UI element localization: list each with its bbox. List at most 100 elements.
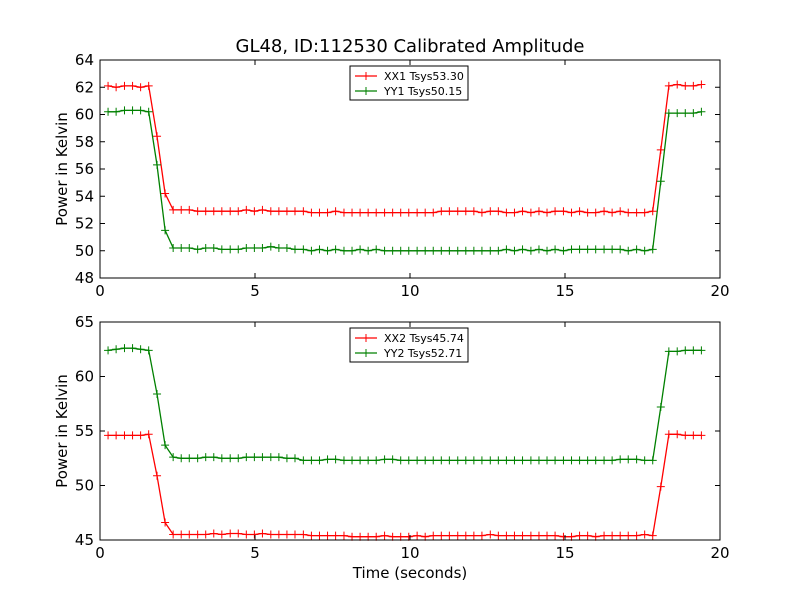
data-point [339, 246, 348, 255]
data-point [242, 205, 251, 214]
data-point [209, 244, 218, 253]
data-point [429, 208, 438, 217]
data-point [307, 246, 316, 255]
x-tick-label: 20 [710, 282, 729, 300]
data-point [681, 109, 690, 118]
x-tick-label: 5 [250, 282, 260, 300]
data-point [656, 403, 665, 412]
data-point [372, 245, 381, 254]
data-point [526, 246, 535, 255]
data-point [510, 456, 519, 465]
data-point [120, 431, 129, 440]
data-point [339, 531, 348, 540]
data-point [234, 207, 243, 216]
data-point [681, 81, 690, 90]
data-point [348, 208, 357, 217]
data-point [502, 245, 511, 254]
data-point [128, 81, 137, 90]
data-point [429, 246, 438, 255]
data-point [290, 207, 299, 216]
data-point [640, 208, 649, 217]
data-point [640, 456, 649, 465]
data-point [315, 456, 324, 465]
data-point [656, 177, 665, 186]
data-point [567, 245, 576, 254]
y-tick-label: 65 [75, 313, 94, 331]
data-point [201, 453, 210, 462]
data-point [632, 455, 641, 464]
data-point [282, 530, 291, 539]
y-axis-label: Power in Kelvin [53, 374, 71, 488]
data-point [120, 106, 129, 115]
y-tick-label: 58 [75, 133, 94, 151]
data-point [461, 246, 470, 255]
data-point [104, 107, 113, 116]
y-tick-label: 60 [75, 368, 94, 386]
data-point [469, 456, 478, 465]
data-point [144, 81, 153, 90]
data-point [136, 106, 145, 115]
data-point [689, 431, 698, 440]
data-point [502, 208, 511, 217]
data-point [331, 455, 340, 464]
y-tick-label: 62 [75, 78, 94, 96]
data-point [608, 245, 617, 254]
data-point [153, 132, 162, 141]
data-point [128, 431, 137, 440]
data-point [315, 245, 324, 254]
data-point [486, 207, 495, 216]
data-point [413, 208, 422, 217]
data-point [681, 346, 690, 355]
x-tick-label: 10 [400, 282, 419, 300]
data-point [112, 83, 121, 92]
data-point [144, 107, 153, 116]
data-point [339, 456, 348, 465]
subplot-1: 0 5 10 15 20 48 50 52 54 56 58 60 62 64 Power in Kelvi… [53, 51, 730, 300]
data-point [575, 531, 584, 540]
data-point [169, 244, 178, 253]
data-point [583, 245, 592, 254]
data-point [461, 207, 470, 216]
data-point [348, 456, 357, 465]
data-point [591, 245, 600, 254]
data-point [234, 454, 243, 463]
data-point [217, 245, 226, 254]
data-point [372, 456, 381, 465]
data-point [185, 205, 194, 214]
data-point [282, 244, 291, 253]
data-point [250, 453, 259, 462]
data-point [477, 246, 486, 255]
data-point [413, 456, 422, 465]
data-point [551, 456, 560, 465]
data-point [388, 455, 397, 464]
data-point [461, 456, 470, 465]
data-point [193, 530, 202, 539]
data-point [290, 454, 299, 463]
data-point [380, 455, 389, 464]
legend-marker [362, 87, 370, 95]
data-point [664, 109, 673, 118]
data-point [624, 246, 633, 255]
data-point [616, 245, 625, 254]
data-point [258, 453, 267, 462]
data-point [153, 389, 162, 398]
legend-marker [362, 72, 370, 80]
data-point [689, 346, 698, 355]
data-point [421, 532, 430, 541]
data-point [526, 208, 535, 217]
data-point [364, 532, 373, 541]
data-point [177, 530, 186, 539]
data-point [429, 456, 438, 465]
data-point [356, 245, 365, 254]
data-point [201, 207, 210, 216]
data-point [697, 80, 706, 89]
data-point [266, 242, 275, 251]
data-point [567, 532, 576, 541]
data-point [274, 244, 283, 253]
data-point [177, 244, 186, 253]
data-point [648, 531, 657, 540]
data-point [697, 107, 706, 116]
data-point [608, 531, 617, 540]
data-point [299, 456, 308, 465]
